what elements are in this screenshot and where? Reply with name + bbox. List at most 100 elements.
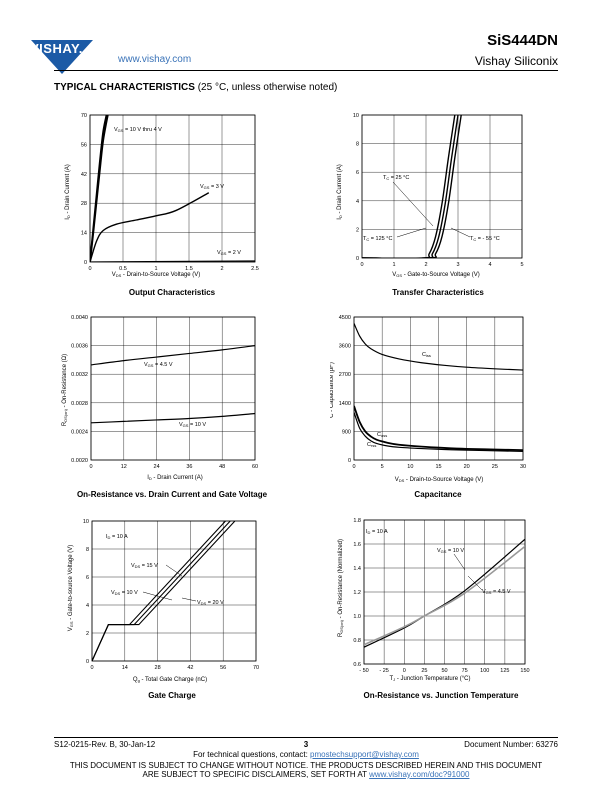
section-note: (25 °C, unless otherwise noted) (197, 82, 338, 93)
x-tick-label: 48 (219, 464, 225, 470)
x-tick-label: 25 (421, 668, 427, 674)
series-line-1 (90, 115, 109, 262)
y-tick-label: 0.0036 (71, 344, 88, 350)
y-tick-label: 1.2 (353, 590, 361, 596)
header-rule (54, 70, 558, 71)
series-line-2 (362, 115, 462, 258)
y-tick-label: 28 (81, 201, 87, 207)
y-tick-label: 1400 (339, 401, 351, 407)
x-tick-label: 14 (122, 665, 128, 671)
x-tick-label: 50 (441, 668, 447, 674)
x-tick-label: 1 (154, 266, 157, 272)
annotation-vds-20: VDS = 20 V (197, 600, 224, 606)
series-line-1 (91, 412, 255, 424)
x-tick-label: 0 (352, 464, 355, 470)
leader-tc-minus55 (450, 227, 471, 238)
x-axis-label: TJ - Junction Temperature (°C) (390, 676, 471, 682)
x-tick-label: 100 (480, 668, 489, 674)
annotation-vgs-3: VGS = 3 V (200, 184, 224, 190)
y-tick-label: 0.0024 (71, 429, 88, 435)
footer-revision: S12-0215-Rev. B, 30-Jan-12 (54, 740, 156, 749)
annotation-crss: Crss (367, 442, 376, 448)
y-tick-label: 10 (83, 519, 89, 525)
plot-frame (91, 520, 257, 662)
footer-contact-email[interactable]: pmostechsupport@vishay.com (310, 750, 419, 759)
plot-frame (89, 114, 256, 263)
footer-document-number: Document Number: 63276 (464, 740, 558, 749)
annotation-vgs-4-5: VGS = 4.5 V (482, 589, 511, 595)
annotation-coss: Coss (377, 432, 387, 438)
series-line-0 (91, 345, 255, 366)
y-tick-label: 4 (356, 199, 359, 205)
y-tick-label: 0.8 (353, 638, 361, 644)
y-tick-label: 3600 (339, 344, 351, 350)
x-tick-label: 1 (392, 262, 395, 268)
annotation-tc-125: TC = 125 °C (363, 236, 392, 242)
x-tick-label: 2.5 (251, 266, 259, 272)
y-axis-label: RDS(on) - On-Resistance (Ω) (62, 354, 68, 426)
x-tick-label: 56 (220, 665, 226, 671)
chart-output-characteristics: 0 0.5 1 1.5 2 2.5 0 14 28 42 56 70 VDS - Drain-to-S… (65, 113, 259, 278)
x-tick-label: 20 (464, 464, 470, 470)
plot-area: 0 1 2 3 4 5 0 2 4 6 8 10 (353, 113, 524, 268)
plot-area: 0 12 24 36 48 60 0.0020 0.0024 0.0028 0.0032 0.003… (71, 315, 258, 470)
footer-contact-text: For technical questions, contact: (193, 750, 311, 759)
x-tick-label: 0 (360, 262, 363, 268)
series-line-2 (354, 412, 523, 453)
footer-page-number: 3 (303, 740, 309, 749)
annotation-vgs-2: VGS = 2 V (217, 250, 241, 256)
x-tick-label: 70 (253, 665, 259, 671)
x-tick-label: - 25 (379, 668, 388, 674)
footer-rule (54, 737, 558, 738)
y-tick-label: 1.6 (353, 542, 361, 548)
x-tick-label: 4 (488, 262, 491, 268)
y-tick-label: 0.0028 (71, 401, 88, 407)
y-tick-label: 4500 (339, 315, 351, 321)
plot-area: - 50 - 25 0 25 50 75 100 125 150 0.6 0.8 1.0 1.2 1.4 1… (353, 518, 529, 674)
x-tick-label: 0 (403, 668, 406, 674)
y-tick-label: 1.0 (353, 614, 361, 620)
y-tick-label: 0.0040 (71, 315, 88, 321)
y-tick-label: 1.8 (353, 518, 361, 524)
x-tick-label: 0 (90, 665, 93, 671)
series-line-0 (354, 323, 523, 371)
chart-transfer-characteristics: 0 1 2 3 4 5 0 2 4 6 8 10 VGS - Gate-to-Source Volta… (337, 113, 524, 278)
plot-area: 0 5 10 15 20 25 30 0 900 1400 2700 3600 4500 (339, 315, 526, 470)
plot-area: 0 14 28 42 56 70 0 2 4 6 8 10 (83, 519, 259, 671)
series-line-2 (90, 192, 210, 262)
caption-output-characteristics: Output Characteristics (128, 288, 216, 297)
website-link[interactable]: www.vishay.com (118, 54, 192, 65)
y-tick-label: 42 (81, 172, 87, 178)
annotation-vgs-10: VGS = 10 V (179, 422, 206, 428)
x-tick-label: 2 (424, 262, 427, 268)
series-line-3 (90, 260, 255, 262)
y-tick-label: 56 (81, 142, 87, 148)
y-axis-label: RDS(on) - On-Resistance (Normalized) (338, 539, 344, 637)
footer-disclaimer-line2: ARE SUBJECT TO SPECIFIC DISCLAIMERS, SET… (0, 770, 612, 779)
footer-disclaimer-link[interactable]: www.vishay.com/doc?91000 (369, 770, 470, 779)
y-tick-label: 900 (342, 429, 351, 435)
caption-transfer-characteristics: Transfer Characteristics (392, 288, 484, 297)
x-axis-label: VDS - Drain-to-Source Voltage (V) (395, 477, 484, 483)
x-tick-label: - 50 (359, 668, 368, 674)
chart-capacitance: 0 5 10 15 20 25 30 0 900 1400 2700 3600 4500 VDS - D… (330, 315, 526, 483)
leader-tc-25 (392, 181, 434, 227)
section-title: TYPICAL CHARACTERISTICS (54, 82, 195, 93)
annotation-vds-10: VDS = 10 V (111, 590, 138, 596)
x-tick-label: 42 (187, 665, 193, 671)
x-tick-label: 125 (500, 668, 509, 674)
x-tick-label: 75 (462, 668, 468, 674)
footer-disclaimer-text: ARE SUBJECT TO SPECIFIC DISCLAIMERS, SET… (142, 770, 370, 779)
footer-disclaimer-line1: THIS DOCUMENT IS SUBJECT TO CHANGE WITHO… (69, 761, 543, 770)
y-tick-label: 0.6 (353, 662, 361, 668)
x-tick-label: 36 (186, 464, 192, 470)
x-tick-label: 10 (407, 464, 413, 470)
y-tick-label: 14 (81, 231, 87, 237)
annotation-ciss: Ciss (422, 352, 431, 358)
annotation-vgs-4-5: VGS = 4.5 V (144, 362, 173, 368)
y-tick-label: 0 (348, 458, 351, 464)
series-line-1 (362, 115, 459, 258)
plot-frame (361, 114, 523, 259)
x-tick-label: 25 (492, 464, 498, 470)
caption-gate-charge: Gate Charge (148, 691, 196, 700)
